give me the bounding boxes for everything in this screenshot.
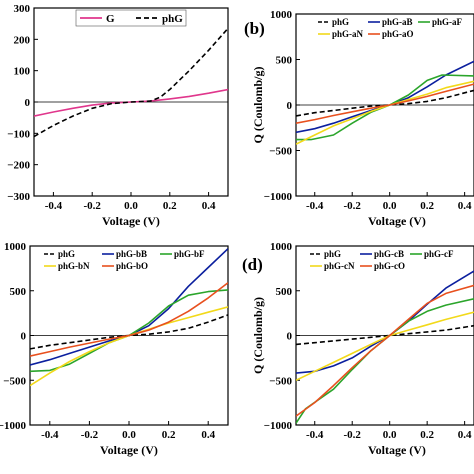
y-tick-label: 0 [21, 331, 27, 343]
series-line-phg [34, 27, 228, 138]
x-tick-label: -0.2 [81, 429, 99, 441]
y-tick-label: −1000 [264, 191, 293, 203]
y-tick-label: 100 [14, 66, 31, 78]
y-tick-label: −300 [7, 191, 30, 203]
x-tick-label: 0.0 [124, 200, 138, 212]
x-tick-label: -0.2 [83, 200, 101, 212]
series-line-phg [30, 314, 228, 350]
x-axis-label: Voltage (V) [102, 214, 160, 228]
legend-label: phG-aO [382, 29, 414, 39]
y-tick-label: 0 [287, 331, 293, 343]
series-line-phg-cf [296, 298, 474, 424]
x-tick-label: 0.0 [122, 429, 136, 441]
legend-label: phG [332, 17, 349, 27]
chart-panel-3: -0.4 -0.2 0.0 0.2 0.4 −1000 −500 0 500 1000 Voltag… [0, 241, 229, 457]
legend-label: phG-aF [432, 17, 463, 27]
legend-label: phG-bF [174, 249, 205, 259]
legend-label: phG [162, 13, 183, 25]
x-tick-label: 0.0 [383, 200, 397, 212]
y-tick-label: 1000 [4, 241, 27, 253]
x-tick-label: 0.4 [202, 200, 216, 212]
legend-label: phG-cB [374, 249, 404, 259]
series-line-phg [296, 89, 474, 117]
y-axis-label: Q (Coulomb/g) [251, 66, 265, 143]
legend-label: phG-bN [58, 261, 90, 271]
legend: phG phG-cB phG-cF phG-cN phG-cO [310, 249, 454, 271]
legend-label: phG-cO [374, 261, 405, 271]
x-tick-label: 0.4 [201, 429, 215, 441]
y-axis-label: Q (Coulomb/g) [251, 297, 265, 374]
legend: phG phG-aB phG-aF phG-aN phG-aO [318, 17, 463, 39]
legend-label: phG-aN [332, 29, 364, 39]
legend-label: G [106, 13, 115, 25]
chart-panel-2: -0.4 -0.2 0.0 0.2 0.4 −1000 −500 0 500 1000 Voltag… [244, 9, 474, 228]
x-tick-label: -0.2 [343, 200, 361, 212]
x-tick-label: 0.2 [420, 429, 434, 441]
series-line-phg-co [296, 284, 474, 417]
legend-label: phG [58, 249, 75, 259]
x-axis-label: Voltage (V) [368, 443, 426, 457]
legend-box [75, 9, 187, 27]
legend-label: phG-bO [116, 261, 148, 271]
y-tick-label: 0 [287, 100, 293, 112]
series-line-phg-cb [296, 270, 474, 374]
y-tick-label: 300 [14, 3, 31, 15]
y-tick-label: 1000 [270, 9, 293, 21]
x-tick-label: 0.4 [458, 200, 472, 212]
series-line-phg [296, 324, 474, 346]
chart-panel-4: -0.4 -0.2 0.0 0.2 0.4 −1000 −500 0 500 1000 Voltag… [242, 241, 474, 457]
y-tick-label: −1000 [0, 420, 26, 432]
x-axis-label: Voltage (V) [100, 443, 158, 457]
y-tick-label: −1000 [264, 420, 293, 432]
y-tick-label: −500 [269, 375, 292, 387]
series-line-phg-cn [296, 311, 474, 382]
x-tick-label: 0.0 [383, 429, 397, 441]
x-axis-label: Voltage (V) [368, 214, 426, 228]
y-tick-label: 0 [25, 97, 31, 109]
x-tick-label: -0.4 [306, 429, 324, 441]
x-tick-label: 0.2 [162, 429, 176, 441]
series-line-phg-bf [30, 289, 228, 373]
y-tick-label: −500 [3, 375, 26, 387]
y-tick-label: −200 [7, 160, 30, 172]
x-tick-label: 0.2 [163, 200, 177, 212]
y-tick-label: −100 [7, 128, 30, 140]
x-tick-label: 0.4 [458, 429, 472, 441]
legend: phG phG-bB phG-bF phG-bN phG-bO [44, 249, 205, 271]
y-tick-label: 200 [14, 34, 31, 46]
y-tick-label: 500 [276, 286, 293, 298]
x-tick-label: 0.2 [420, 200, 434, 212]
chart-panel-1: -0.4 -0.2 0.0 0.2 0.4 −300 −200 −100 0 100 200 300 V… [7, 3, 229, 228]
series-line-phg-ao [296, 83, 474, 124]
legend-label: phG-bB [116, 249, 147, 259]
x-tick-label: -0.2 [343, 429, 361, 441]
panel-tag: (b) [244, 19, 265, 38]
y-tick-label: −500 [269, 146, 292, 158]
y-tick-label: 1000 [270, 241, 293, 253]
legend-label: phG [324, 249, 341, 259]
y-tick-label: 500 [276, 55, 293, 67]
series-line-phg-bn [30, 306, 228, 387]
series-line-phg-an [296, 80, 474, 145]
x-tick-label: -0.4 [306, 200, 324, 212]
x-tick-label: -0.4 [41, 429, 59, 441]
legend-label: phG-aB [382, 17, 413, 27]
series-line-phg-bo [30, 282, 228, 357]
x-tick-label: -0.4 [45, 200, 63, 212]
legend-label: phG-cF [424, 249, 454, 259]
legend-label: phG-cN [324, 261, 355, 271]
y-tick-label: 500 [10, 286, 27, 298]
panel-tag: (d) [242, 255, 263, 274]
